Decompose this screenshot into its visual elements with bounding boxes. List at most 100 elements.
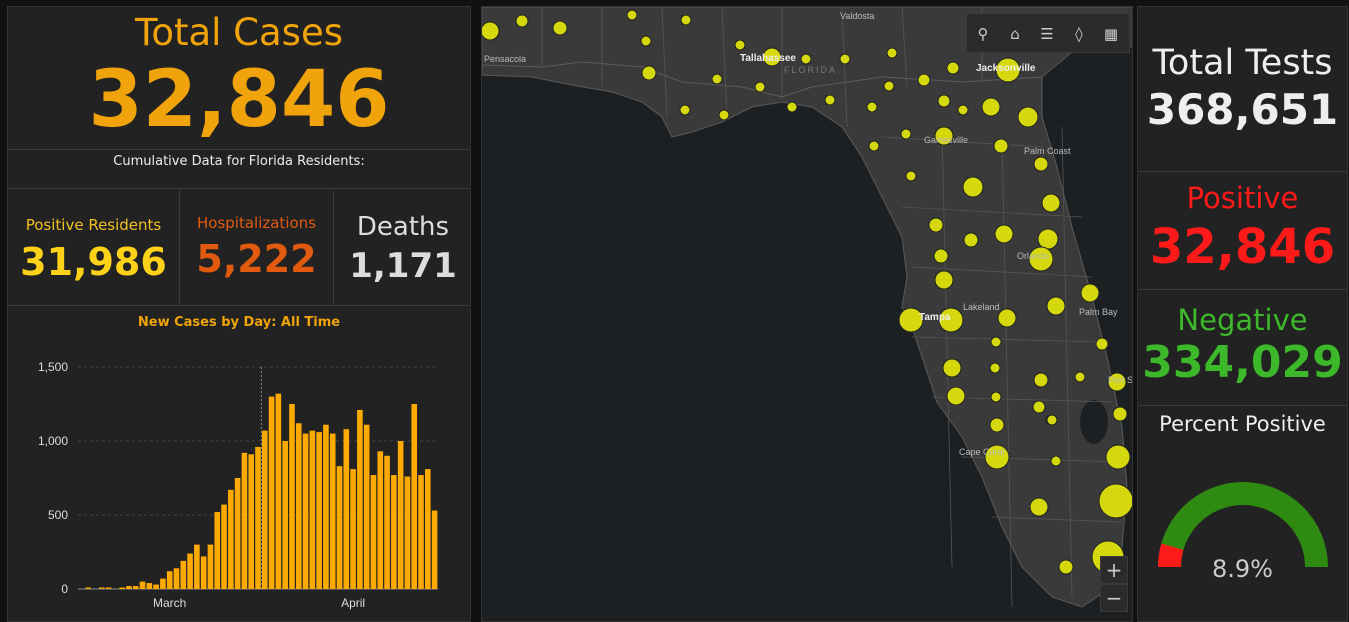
zoom-out-button[interactable]: − <box>1100 584 1128 612</box>
county-case-marker[interactable] <box>626 9 638 21</box>
county-case-marker[interactable] <box>886 47 898 59</box>
county-case-marker[interactable] <box>482 21 500 41</box>
county-case-marker[interactable] <box>928 217 944 233</box>
county-case-marker[interactable] <box>1058 559 1074 575</box>
county-case-marker[interactable] <box>981 97 1001 117</box>
map-toolbar: ⚲ ⌂ ☰ ◊ ▦ <box>966 13 1130 53</box>
county-case-marker[interactable] <box>1029 497 1049 517</box>
county-case-marker[interactable] <box>1112 406 1128 422</box>
county-case-marker[interactable] <box>786 101 798 113</box>
county-case-marker[interactable] <box>994 224 1014 244</box>
county-case-marker[interactable] <box>1050 455 1062 467</box>
county-case-marker[interactable] <box>957 104 969 116</box>
county-case-marker[interactable] <box>946 386 966 406</box>
county-case-marker[interactable] <box>1033 372 1049 388</box>
bar <box>309 430 316 589</box>
bar <box>418 475 424 589</box>
zoom-in-button[interactable]: + <box>1100 556 1128 584</box>
bar <box>275 393 282 589</box>
search-icon[interactable]: ⚲ <box>977 25 989 43</box>
bar <box>289 404 295 589</box>
county-case-marker[interactable] <box>997 308 1017 328</box>
bar <box>241 452 248 589</box>
county-case-marker[interactable] <box>963 232 979 248</box>
percent-positive-label: Percent Positive <box>1159 412 1326 436</box>
county-case-marker[interactable] <box>824 94 836 106</box>
county-case-marker[interactable] <box>1074 371 1086 383</box>
county-case-marker[interactable] <box>933 248 949 264</box>
county-case-marker[interactable] <box>1028 246 1054 272</box>
county-case-marker[interactable] <box>934 126 954 146</box>
county-case-marker[interactable] <box>1095 337 1109 351</box>
county-case-marker[interactable] <box>800 53 812 65</box>
state-label-florida: FLORIDA <box>784 65 838 75</box>
county-case-marker[interactable] <box>898 307 924 333</box>
county-case-marker[interactable] <box>1046 414 1058 426</box>
county-case-marker[interactable] <box>989 417 1005 433</box>
bar <box>282 441 288 589</box>
county-case-marker[interactable] <box>1033 156 1049 172</box>
y-tick-label: 1,000 <box>38 434 68 448</box>
county-case-marker[interactable] <box>754 81 766 93</box>
county-case-marker[interactable] <box>990 336 1002 348</box>
county-case-marker[interactable] <box>1041 193 1061 213</box>
gauge-track <box>1158 482 1328 567</box>
bar <box>180 560 187 589</box>
total-cases-label: Total Cases <box>135 11 343 54</box>
county-case-marker[interactable] <box>640 35 652 47</box>
county-case-marker[interactable] <box>995 57 1021 83</box>
county-case-marker[interactable] <box>905 170 917 182</box>
county-case-marker[interactable] <box>946 61 960 75</box>
bar <box>126 586 132 589</box>
county-case-marker[interactable] <box>917 73 931 87</box>
bar <box>431 510 438 589</box>
county-case-marker[interactable] <box>938 307 964 333</box>
bar <box>214 512 221 589</box>
county-case-marker[interactable] <box>868 140 880 152</box>
basemap-gallery-icon[interactable]: ▦ <box>1103 25 1119 43</box>
county-case-marker[interactable] <box>942 358 962 378</box>
county-case-marker[interactable] <box>679 104 691 116</box>
county-case-marker[interactable] <box>839 53 851 65</box>
county-case-marker[interactable] <box>552 20 568 36</box>
bar <box>153 584 159 589</box>
county-case-marker[interactable] <box>1017 106 1039 128</box>
county-case-marker[interactable] <box>984 444 1010 470</box>
county-case-marker[interactable] <box>711 73 723 85</box>
total-tests-value: 368,651 <box>1146 85 1339 134</box>
county-case-marker[interactable] <box>515 14 529 28</box>
county-case-marker[interactable] <box>989 362 1001 374</box>
home-icon[interactable]: ⌂ <box>1010 25 1020 43</box>
county-case-marker[interactable] <box>1037 228 1059 250</box>
city-lakeland: Lakeland <box>963 302 1000 312</box>
county-case-marker[interactable] <box>734 39 746 51</box>
county-case-marker[interactable] <box>962 176 984 198</box>
county-case-marker[interactable] <box>990 391 1002 403</box>
county-case-marker[interactable] <box>883 80 895 92</box>
county-case-marker[interactable] <box>762 47 782 67</box>
county-case-marker[interactable] <box>937 94 951 108</box>
florida-map[interactable]: Valdosta Pensacola Tallahassee FLORIDA J… <box>481 6 1133 622</box>
bar <box>329 433 336 589</box>
hospitalizations-stat: Hospitalizations 5,222 <box>180 190 334 306</box>
bar <box>132 586 139 589</box>
county-case-marker[interactable] <box>1046 296 1066 316</box>
positive-residents-label: Positive Residents <box>25 216 162 234</box>
county-case-marker[interactable] <box>641 65 657 81</box>
county-case-marker[interactable] <box>1032 400 1046 414</box>
county-case-marker[interactable] <box>900 128 912 140</box>
legend-icon[interactable]: ☰ <box>1040 25 1054 43</box>
county-case-marker[interactable] <box>1107 372 1127 392</box>
new-cases-chart: 0 500 1,000 1,500 March April <box>38 360 438 610</box>
county-case-marker[interactable] <box>680 14 692 26</box>
county-case-marker[interactable] <box>1098 483 1133 519</box>
county-case-marker[interactable] <box>718 109 730 121</box>
bar <box>173 568 180 589</box>
positive-label: Positive <box>1186 181 1299 215</box>
county-case-marker[interactable] <box>1080 283 1100 303</box>
county-case-marker[interactable] <box>1105 444 1131 470</box>
county-case-marker[interactable] <box>866 101 878 113</box>
county-case-marker[interactable] <box>993 138 1009 154</box>
layers-icon[interactable]: ◊ <box>1075 25 1083 43</box>
county-case-marker[interactable] <box>934 270 954 290</box>
